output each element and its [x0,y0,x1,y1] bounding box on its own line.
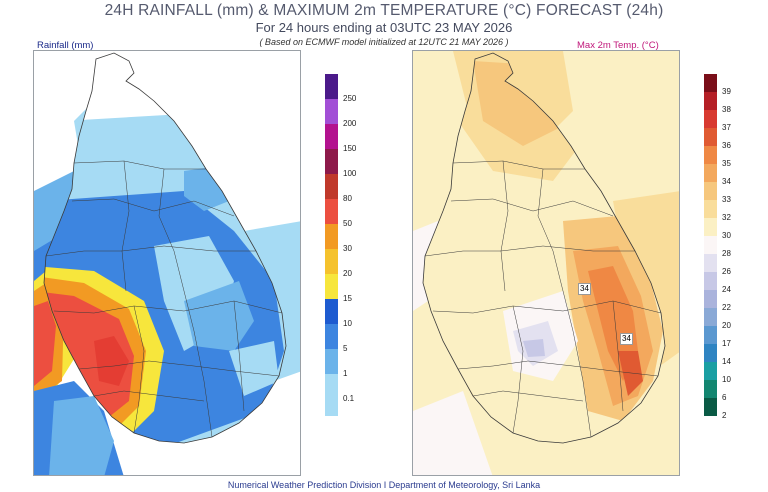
temperature-legend-tick: 39 [722,87,731,96]
temperature-panel-label: Max 2m Temp. (°C) [577,40,659,51]
temperature-swatch [704,128,717,146]
temperature-map-graphic [413,51,679,475]
rainfall-swatch [325,374,338,416]
temperature-legend-tick: 10 [722,375,731,384]
rainfall-map-graphic [34,51,300,475]
temperature-swatch [704,380,717,398]
rainfall-swatch [325,99,338,124]
rainfall-legend-tick: 80 [343,194,352,203]
temperature-legend-tick: 30 [722,231,731,240]
temperature-swatch [704,236,717,254]
temperature-legend-tick: 36 [722,141,731,150]
temperature-map: 34 34 [412,50,680,476]
temperature-legend-tick: 24 [722,285,731,294]
temperature-swatch [704,74,717,92]
forecast-period: For 24 hours ending at 03UTC 23 MAY 2026 [255,20,513,35]
rainfall-swatch [325,249,338,274]
chart-title: 24H RAINFALL (mm) & MAXIMUM 2m TEMPERATU… [104,2,664,19]
temperature-contour-label: 34 [578,283,591,295]
rainfall-swatch [325,349,338,374]
temperature-legend-tick: 17 [722,339,731,348]
temperature-swatch [704,344,717,362]
rainfall-swatch [325,224,338,249]
temperature-swatch [704,182,717,200]
rainfall-map [33,50,301,476]
temperature-contour-label: 34 [620,333,633,345]
rainfall-panel-label: Rainfall (mm) [37,40,94,51]
rainfall-legend-tick: 15 [343,294,352,303]
temperature-legend-tick: 20 [722,321,731,330]
temperature-swatch [704,326,717,344]
temperature-legend-tick: 38 [722,105,731,114]
temperature-legend-tick: 32 [722,213,731,222]
rainfall-swatch [325,274,338,299]
rainfall-swatch [325,74,338,99]
temperature-swatch [704,254,717,272]
rainfall-legend-tick: 50 [343,219,352,228]
temperature-swatch [704,218,717,236]
rainfall-swatch [325,299,338,324]
rainfall-swatch [325,124,338,149]
temperature-legend-tick: 14 [722,357,731,366]
temperature-swatch [704,398,717,416]
temperature-legend-tick: 26 [722,267,731,276]
temperature-swatch [704,308,717,326]
temperature-swatch [704,164,717,182]
temperature-legend-tick: 34 [722,177,731,186]
temperature-swatch [704,110,717,128]
rainfall-swatch [325,174,338,199]
temperature-swatch [704,362,717,380]
temperature-swatch [704,290,717,308]
rainfall-legend-tick: 0.1 [343,394,355,403]
rainfall-legend-tick: 200 [343,119,357,128]
rainfall-legend-tick: 1 [343,369,348,378]
temperature-legend-tick: 28 [722,249,731,258]
model-note: ( Based on ECMWF model initialized at 12… [259,37,509,47]
rainfall-legend-tick: 150 [343,144,357,153]
rainfall-legend-tick: 5 [343,344,348,353]
rainfall-legend-tick: 20 [343,269,352,278]
temperature-legend-tick: 22 [722,303,731,312]
temperature-legend-tick: 35 [722,159,731,168]
temperature-swatch [704,200,717,218]
temperature-legend-tick: 2 [722,411,727,420]
rainfall-legend-tick: 100 [343,169,357,178]
temperature-swatch [704,92,717,110]
rainfall-swatch [325,324,338,349]
rainfall-legend-tick: 10 [343,319,352,328]
temperature-legend-tick: 37 [722,123,731,132]
temperature-swatch [704,272,717,290]
rainfall-swatch [325,149,338,174]
footer-credit: Numerical Weather Prediction Division I … [227,480,541,490]
rainfall-swatch [325,199,338,224]
temperature-legend-tick: 6 [722,393,727,402]
temperature-swatch [704,146,717,164]
temperature-legend-tick: 33 [722,195,731,204]
rainfall-legend-tick: 30 [343,244,352,253]
rainfall-legend-tick: 250 [343,94,357,103]
